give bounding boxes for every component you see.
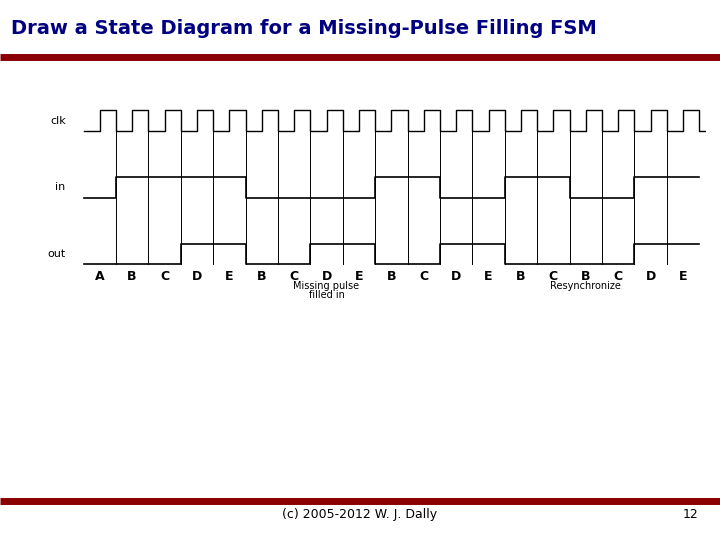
Text: C: C: [419, 269, 428, 282]
Text: D: D: [451, 269, 462, 282]
Text: E: E: [485, 269, 492, 282]
Text: Resynchronize: Resynchronize: [550, 281, 621, 291]
Text: B: B: [127, 269, 137, 282]
Text: Draw a State Diagram for a Missing-Pulse Filling FSM: Draw a State Diagram for a Missing-Pulse…: [11, 19, 597, 38]
Text: C: C: [549, 269, 558, 282]
Text: B: B: [581, 269, 590, 282]
Text: Missing pulse: Missing pulse: [294, 281, 359, 291]
Text: (c) 2005-2012 W. J. Dally: (c) 2005-2012 W. J. Dally: [282, 508, 438, 521]
Text: clk: clk: [50, 116, 66, 126]
Text: D: D: [321, 269, 332, 282]
Text: out: out: [48, 249, 66, 259]
Text: C: C: [160, 269, 169, 282]
Text: B: B: [516, 269, 526, 282]
Text: E: E: [355, 269, 363, 282]
Text: C: C: [289, 269, 299, 282]
Text: D: D: [645, 269, 656, 282]
Text: filled in: filled in: [309, 289, 344, 300]
Text: in: in: [55, 183, 66, 192]
Text: C: C: [613, 269, 623, 282]
Text: 12: 12: [683, 508, 698, 521]
Text: A: A: [95, 269, 104, 282]
Text: E: E: [679, 269, 687, 282]
Text: B: B: [257, 269, 266, 282]
Text: B: B: [387, 269, 396, 282]
Text: E: E: [225, 269, 233, 282]
Text: D: D: [192, 269, 202, 282]
